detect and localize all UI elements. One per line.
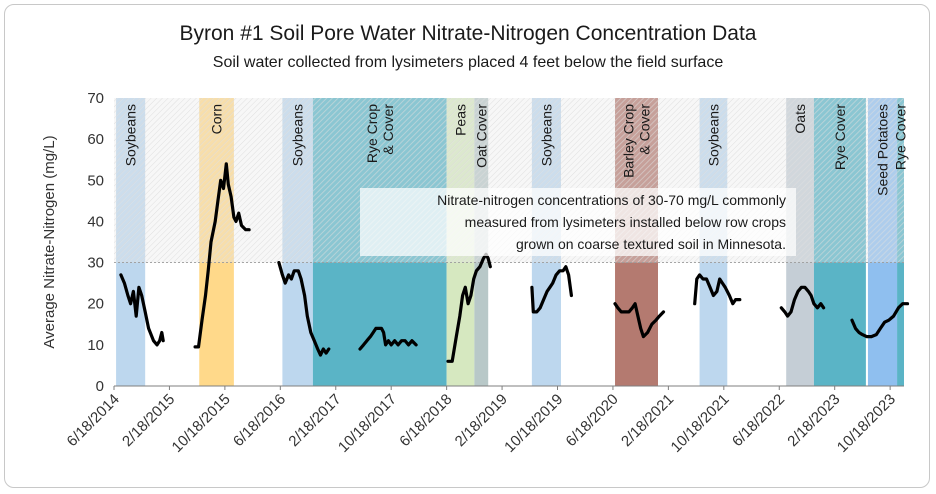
y-tick-label-3: 30 [87,255,104,272]
y-tick-label-7: 70 [87,90,104,107]
crop-period-labels: Soybeans Corn Soybeans Rye Crop & Cover Peas O… [123,104,909,196]
x-tick-label-8: 10/18/2019 [501,391,566,456]
crop-label-7-1: & Cover [637,104,653,155]
x-tick-label-6: 6/18/2018 [396,391,455,450]
crop-label-2-0: Soybeans [290,104,306,166]
annotation-line-1: Nitrate-nitrogen concentrations of 30-70… [437,192,786,208]
crop-label-12-0: Rye Cover [893,104,909,170]
x-tick-label-9: 6/18/2020 [563,391,622,450]
annotation-background [360,188,796,256]
chart-title: Byron #1 Soil Pore Water Nitrate-Nitroge… [180,22,757,45]
x-tick-label-2: 10/18/2015 [169,391,234,456]
crop-label-0-0: Soybeans [123,104,139,166]
annotation-box: Nitrate-nitrogen concentrations of 30-70… [360,188,796,256]
crop-label-10-0: Rye Cover [832,104,848,170]
annotation-line-3: grown on coarse textured soil in Minneso… [516,236,786,252]
x-tick-label-12: 6/18/2022 [729,391,788,450]
x-tick-label-10: 2/18/2021 [618,391,677,450]
series-line-2020 [613,302,666,339]
series-line-2023 [850,302,910,339]
y-tick-label-4: 40 [87,213,104,230]
crop-label-3-0: Rye Crop [364,104,380,163]
series-line-2015 [193,162,251,349]
x-tick-label-0: 6/18/2014 [64,391,123,450]
crop-label-8-0: Soybeans [705,104,721,166]
series-line-2021 [693,273,742,306]
crop-label-1-0: Corn [209,104,225,134]
crop-label-5-0: Oat Cover [473,104,489,168]
x-tick-label-11: 10/18/2021 [668,391,733,456]
series-line-2014 [119,273,165,347]
y-axis-label: Average Nitrate-Nitrogen (mg/L) [41,135,58,348]
x-tick-label-13: 2/18/2023 [784,391,843,450]
x-tick-label-4: 2/18/2017 [285,391,344,450]
crop-label-6-0: Soybeans [538,104,554,166]
x-tick-label-7: 2/18/2019 [452,391,511,450]
series-line-2019 [530,265,573,314]
y-tick-label-5: 50 [87,172,104,189]
chart-subtitle: Soil water collected from lysimeters pla… [213,54,724,71]
y-tick-label-6: 60 [87,131,104,148]
x-tick-label-1: 2/18/2015 [119,391,178,450]
crop-label-9-0: Oats [792,104,808,134]
series-line-2016 [277,261,331,357]
y-tick-label-1: 10 [87,337,104,354]
y-tick-label-0: 0 [96,378,104,395]
crop-label-7-0: Barley Crop [621,104,637,178]
crop-label-3-1: & Cover [380,104,396,155]
x-tick-label-14: 10/18/2023 [834,391,899,456]
series-line-2022 [779,285,826,318]
x-tick-label-3: 6/18/2016 [230,391,289,450]
crop-label-11-0: Seed Potatoes [875,104,891,196]
annotation-line-2: measured from lysimeters installed below… [465,214,786,230]
y-tick-label-2: 20 [87,296,104,313]
series-line-2017 [358,326,418,351]
crop-label-4-0: Peas [452,104,468,136]
x-tick-label-5: 10/18/2017 [335,391,400,456]
